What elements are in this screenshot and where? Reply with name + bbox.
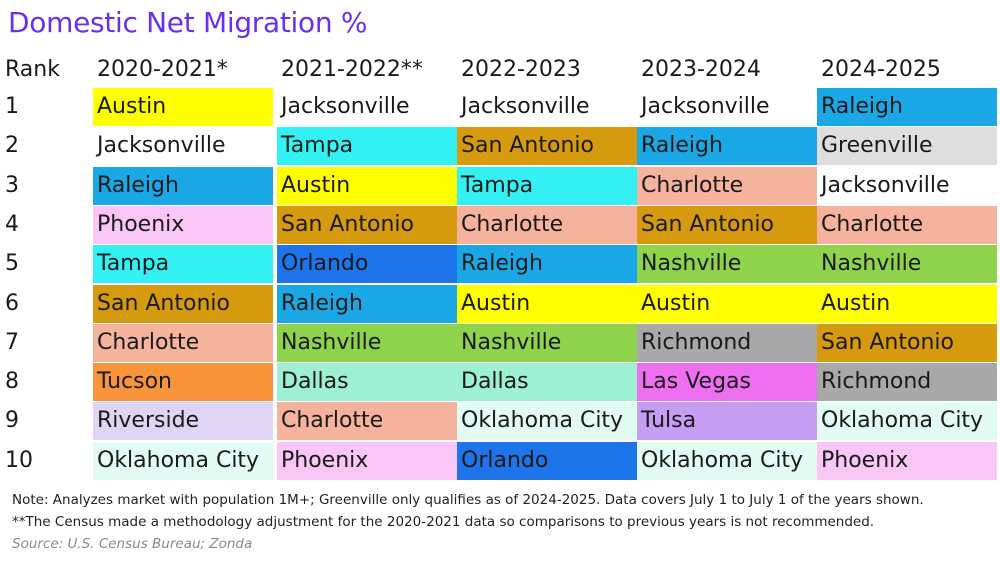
rank-label: 9 [5,408,19,434]
table-cell: Oklahoma City [637,441,817,480]
column-header-2: 2021-2022** [281,57,423,82]
table-cell: Tampa [457,166,637,205]
table-cell: Oklahoma City [93,441,273,480]
table-cell: Nashville [457,323,637,362]
rank-label: 10 [5,447,33,473]
chart-title: Domestic Net Migration % [8,6,368,39]
table-cell: Richmond [817,363,997,402]
rank-label: 5 [5,251,19,277]
table-cell: Phoenix [93,205,273,244]
table-cell: Austin [277,166,457,205]
table-cell: Charlotte [817,205,997,244]
table-cell: Charlotte [93,323,273,362]
note-line-1: Note: Analyzes market with population 1M… [12,492,924,508]
table-cell: Austin [637,284,817,323]
table-cell: Las Vegas [637,363,817,402]
table-cell: Orlando [277,245,457,284]
table-cell: San Antonio [817,323,997,362]
table-cell: Raleigh [817,88,997,126]
column-header-4: 2023-2024 [641,57,761,82]
table-cell: Nashville [817,245,997,284]
rank-label: 7 [5,329,19,355]
table-cell: Tampa [93,245,273,284]
note-line-2: **The Census made a methodology adjustme… [12,514,875,530]
column-header-1: 2020-2021* [97,57,228,82]
table-cell: Orlando [457,441,637,480]
table-cell: Jacksonville [637,88,817,126]
table-cell: Greenville [817,127,997,166]
table-cell: Raleigh [277,284,457,323]
table-cell: Charlotte [457,205,637,244]
table-cell: Jacksonville [817,166,997,205]
table-cell: Austin [457,284,637,323]
table-cell: Oklahoma City [817,402,997,441]
table-cell: Raleigh [93,166,273,205]
table-cell: Phoenix [277,441,457,480]
table-cell: Tampa [277,127,457,166]
table-cell: Dallas [457,363,637,402]
table-cell: Nashville [637,245,817,284]
rank-label: 1 [5,94,19,119]
table-cell: Oklahoma City [457,402,637,441]
column-header-5: 2024-2025 [821,57,941,82]
column-header-3: 2022-2023 [461,57,581,82]
table-cell: San Antonio [457,127,637,166]
table-cell: Raleigh [637,127,817,166]
table-cell: Phoenix [817,441,997,480]
rank-label: 6 [5,290,19,316]
source-line: Source: U.S. Census Bureau; Zonda [12,536,253,552]
table-cell: San Antonio [637,205,817,244]
table-cell: Richmond [637,323,817,362]
table-cell: Riverside [93,402,273,441]
table-cell: Dallas [277,363,457,402]
table-cell: Jacksonville [457,88,637,126]
table-cell: Jacksonville [93,127,273,166]
table-cell: Tulsa [637,402,817,441]
rank-label: 2 [5,133,19,159]
rank-label: 8 [5,369,19,395]
table-cell: San Antonio [277,205,457,244]
rank-label: 3 [5,172,19,198]
table-cell: San Antonio [93,284,273,323]
table-cell: Austin [817,284,997,323]
rank-label: 4 [5,211,19,237]
table-cell: Tucson [93,363,273,402]
table-cell: Charlotte [277,402,457,441]
rank-column-header: Rank [5,57,60,82]
table-cell: Jacksonville [277,88,457,126]
table-cell: Raleigh [457,245,637,284]
table-cell: Austin [93,88,273,126]
table-cell: Charlotte [637,166,817,205]
footnotes: Note: Analyzes market with population 1M… [12,489,924,555]
table-cell: Nashville [277,323,457,362]
